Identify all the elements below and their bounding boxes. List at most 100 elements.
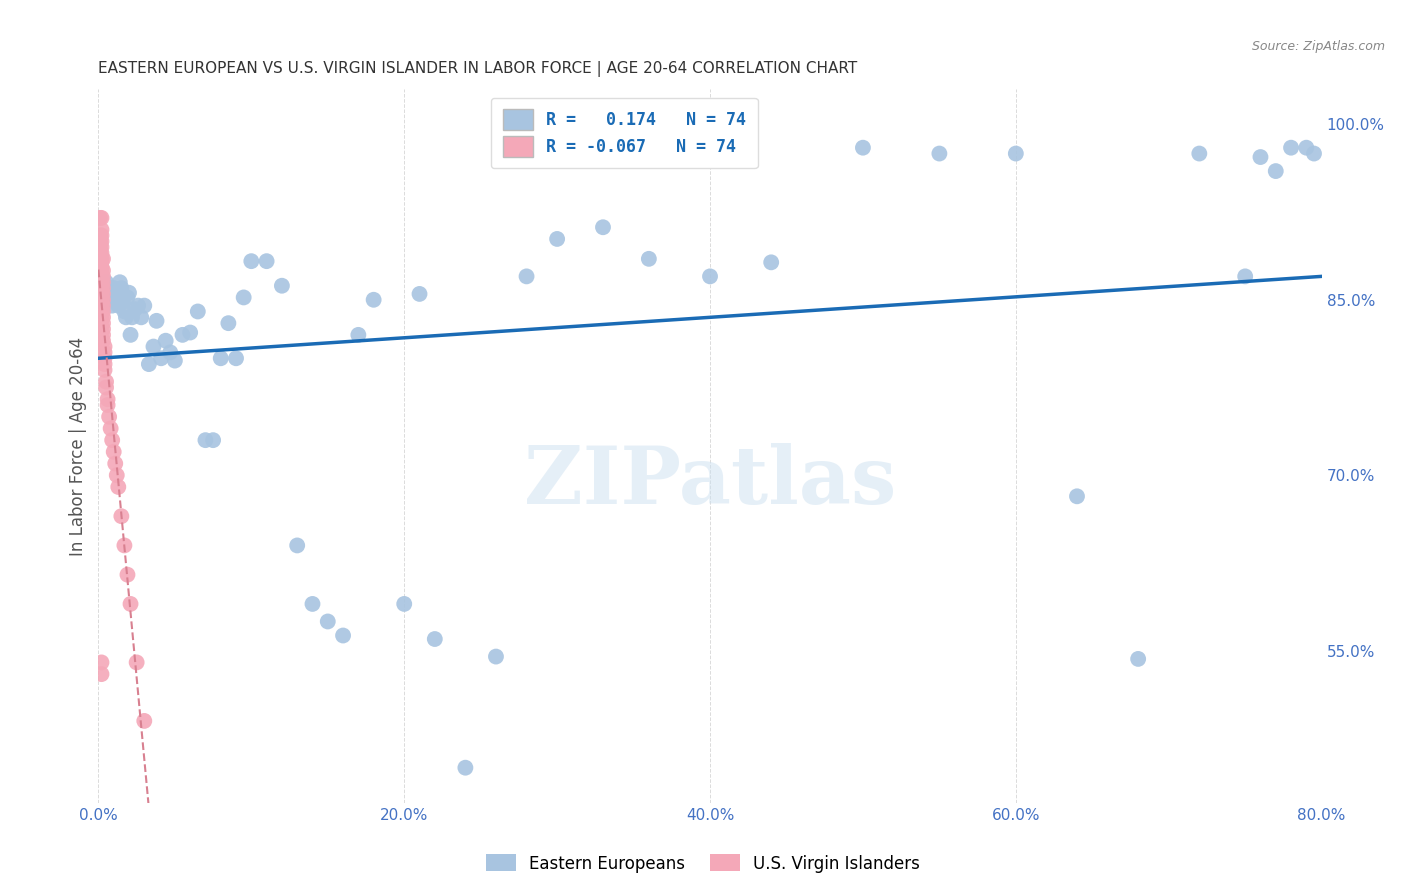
Point xyxy=(699,269,721,284)
Point xyxy=(89,269,111,284)
Point xyxy=(159,345,181,359)
Point xyxy=(110,281,132,295)
Point xyxy=(110,509,132,524)
Point xyxy=(89,234,111,248)
Point xyxy=(256,254,278,268)
Point xyxy=(89,299,111,313)
Point xyxy=(225,351,247,366)
Point xyxy=(209,351,232,366)
Point xyxy=(97,293,120,307)
Point xyxy=(111,295,134,310)
Point xyxy=(332,628,354,642)
Point xyxy=(100,421,122,435)
Point xyxy=(90,656,112,670)
Point xyxy=(546,232,568,246)
Point xyxy=(89,295,111,310)
Point xyxy=(91,322,114,336)
Point xyxy=(90,302,112,317)
Point xyxy=(107,480,129,494)
Point xyxy=(117,290,139,304)
Point xyxy=(91,316,114,330)
Point xyxy=(408,287,430,301)
Point xyxy=(91,304,114,318)
Point xyxy=(94,380,117,394)
Point xyxy=(97,398,120,412)
Point xyxy=(90,299,112,313)
Point xyxy=(103,445,125,459)
Point xyxy=(105,468,128,483)
Point xyxy=(91,281,114,295)
Point xyxy=(89,304,111,318)
Point xyxy=(91,287,114,301)
Point xyxy=(1264,164,1286,178)
Point xyxy=(454,761,477,775)
Legend: Eastern Europeans, U.S. Virgin Islanders: Eastern Europeans, U.S. Virgin Islanders xyxy=(479,847,927,880)
Point xyxy=(89,290,111,304)
Point xyxy=(270,278,292,293)
Point xyxy=(90,252,112,266)
Point xyxy=(89,287,111,301)
Point xyxy=(118,285,141,300)
Point xyxy=(91,310,114,325)
Point xyxy=(100,281,122,295)
Point xyxy=(89,260,111,274)
Point xyxy=(125,656,148,670)
Point xyxy=(1066,489,1088,503)
Point xyxy=(90,310,112,325)
Point xyxy=(145,314,167,328)
Point xyxy=(592,220,614,235)
Point xyxy=(115,310,138,325)
Point xyxy=(90,293,112,307)
Point xyxy=(138,357,160,371)
Point xyxy=(93,363,115,377)
Point xyxy=(101,299,124,313)
Point xyxy=(179,326,201,340)
Point xyxy=(90,269,112,284)
Point xyxy=(134,714,156,728)
Point xyxy=(1188,146,1211,161)
Point xyxy=(90,255,112,269)
Point xyxy=(240,254,263,268)
Point xyxy=(90,260,112,274)
Point xyxy=(91,269,114,284)
Point xyxy=(89,263,111,277)
Point xyxy=(93,351,115,366)
Point xyxy=(93,340,115,354)
Point xyxy=(91,293,114,307)
Point xyxy=(316,615,339,629)
Point xyxy=(142,340,165,354)
Point xyxy=(103,281,125,295)
Point xyxy=(1234,269,1257,284)
Point xyxy=(91,327,114,342)
Point xyxy=(194,433,217,447)
Point xyxy=(90,246,112,260)
Point xyxy=(117,567,139,582)
Point xyxy=(90,222,112,236)
Point xyxy=(89,246,111,260)
Point xyxy=(94,275,117,289)
Point xyxy=(90,275,112,289)
Point xyxy=(172,327,194,342)
Point xyxy=(97,392,120,407)
Point xyxy=(485,649,508,664)
Point xyxy=(90,263,112,277)
Point xyxy=(91,275,114,289)
Point xyxy=(1249,150,1271,164)
Point xyxy=(120,597,142,611)
Point xyxy=(155,334,177,348)
Point xyxy=(98,287,121,301)
Point xyxy=(93,357,115,371)
Text: ZIPatlas: ZIPatlas xyxy=(524,442,896,521)
Point xyxy=(1295,141,1317,155)
Point xyxy=(202,433,225,447)
Point xyxy=(91,334,114,348)
Point xyxy=(1004,146,1026,161)
Point xyxy=(347,327,370,342)
Point xyxy=(1128,652,1150,666)
Text: Source: ZipAtlas.com: Source: ZipAtlas.com xyxy=(1251,40,1385,54)
Point xyxy=(108,275,131,289)
Point xyxy=(89,240,111,254)
Point xyxy=(285,538,308,552)
Point xyxy=(759,255,782,269)
Point xyxy=(121,310,143,325)
